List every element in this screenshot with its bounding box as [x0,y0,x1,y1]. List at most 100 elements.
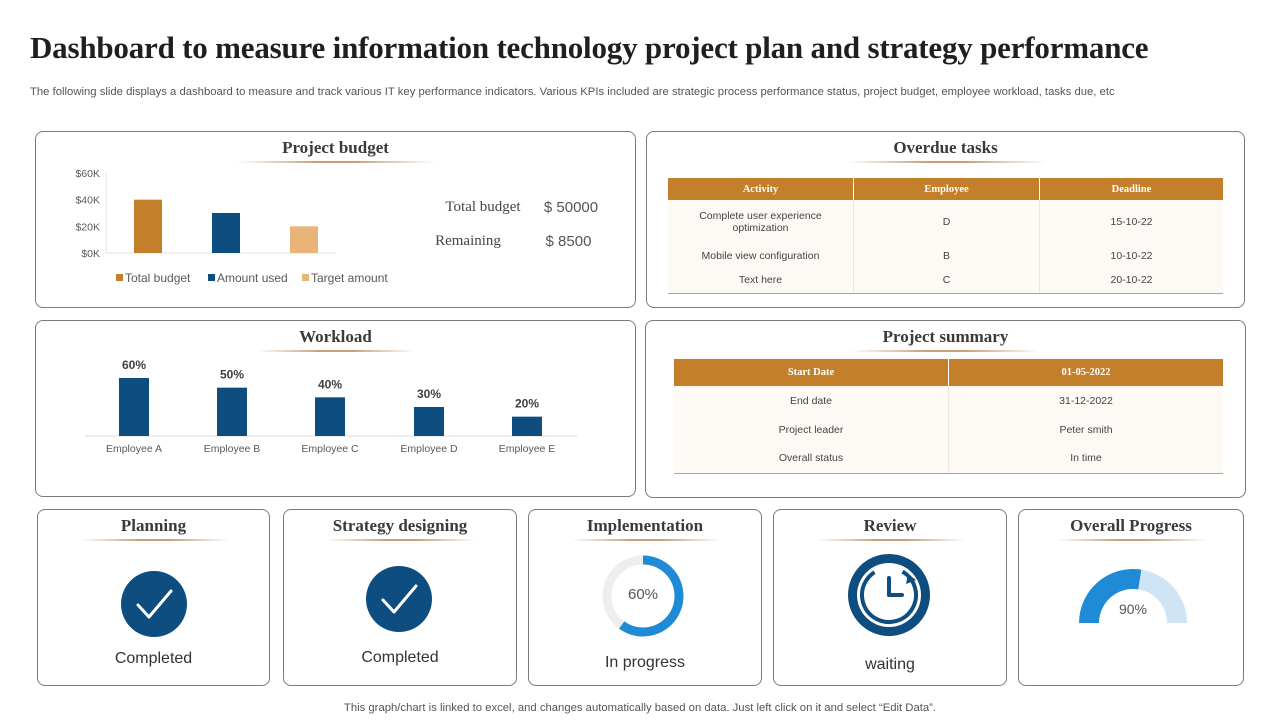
x-tick-label: Employee D [400,443,458,455]
table-cell: D [853,200,1040,244]
table-row: Complete user experience optimization D … [668,200,1223,244]
title-underline [847,161,1047,163]
implementation-progress-donut [602,555,684,637]
bar-employee-b[interactable] [217,387,247,436]
clock-icon [848,554,930,636]
budget-bar-chart[interactable]: $0K $20K $40K $60K Total budget Amount used Ta… [36,132,636,308]
bar-employee-d[interactable] [414,407,444,436]
project-summary-table: Start Date 01-05-2022 End date 31-12-202… [674,359,1223,474]
title-underline [236,161,436,163]
legend-swatch [302,274,309,281]
footer-note: This graph/chart is linked to excel, and… [343,702,937,714]
workload-bar-chart[interactable]: 60% Employee A 50% Employee B 40% Employee C 3… [36,321,636,497]
table-cell: Project leader [674,415,949,444]
card-title: Strategy designing [332,516,468,535]
remaining-label: Remaining [435,233,501,249]
card-title: Review [863,516,917,535]
title-underline [326,539,476,541]
x-tick-label: Employee A [106,443,162,455]
title-underline [256,350,416,352]
table-row: End date 31-12-2022 [674,386,1223,415]
table-cell: Text here [668,268,854,294]
data-label: 40% [318,377,342,391]
bar-target-amount[interactable] [290,226,318,253]
table-cell: Complete user experience optimization [668,200,854,244]
gauge-percent-label: 90% [1118,601,1148,617]
card-status: Completed [361,649,439,666]
project-budget-panel: Project budget $0K $20K $40K $60K Total budg… [35,131,636,308]
legend-label: Target amount [311,271,388,285]
project-summary-panel: Project summary Start Date 01-05-2022 En… [645,320,1246,498]
table-row: Project leader Peter smith [674,415,1223,444]
card-title: Overall Progress [1070,516,1192,535]
project-budget-title: Project budget [282,138,389,157]
implementation-card: Implementation 60% In progress [528,509,762,686]
column-header: Start Date [674,359,949,386]
table-cell: Overall status [674,444,949,474]
x-tick-label: Employee C [301,443,359,455]
table-cell: 15-10-22 [1039,200,1223,244]
check-circle-icon [366,566,432,632]
table-row: Overall status In time [674,444,1223,474]
gauge-filled-arc [1079,569,1142,623]
legend-label: Amount used [217,271,288,285]
card-status: waiting [865,656,915,673]
table-row: Mobile view configuration B 10-10-22 [668,244,1223,268]
table-cell: In time [948,444,1223,474]
y-tick-label: $20K [75,221,100,233]
review-card: Review waiting [773,509,1007,686]
bar-amount-used[interactable] [212,213,240,253]
x-tick-label: Employee E [499,443,556,455]
legend-label: Total budget [125,271,191,285]
legend-swatch [208,274,215,281]
table-row: Text here C 20-10-22 [668,268,1223,294]
card-title: Implementation [586,516,704,535]
total-budget-label: Total budget [445,199,521,215]
total-budget-value: $ 50000 [543,199,599,216]
card-title: Planning [120,516,187,535]
bar-employee-a[interactable] [119,378,149,436]
card-status: In progress [604,654,686,671]
y-tick-label: $0K [81,248,100,260]
title-underline [816,539,966,541]
title-underline [571,539,721,541]
strategy-designing-card: Strategy designing Completed [283,509,517,686]
page-subtitle: The following slide displays a dashboard… [30,86,1115,98]
bar-total-budget[interactable] [134,199,162,253]
workload-title: Workload [299,327,372,346]
y-tick-label: $60K [75,168,100,180]
table-cell: 10-10-22 [1039,244,1223,268]
table-cell: 31-12-2022 [948,386,1223,415]
project-summary-title: Project summary [882,327,1009,346]
overall-progress-gauge [1079,569,1187,623]
donut-progress-arc [602,555,684,637]
table-cell: End date [674,386,949,415]
bar-employee-c[interactable] [315,397,345,436]
card-status: Completed [114,650,193,667]
overall-progress-card: Overall Progress 90% [1018,509,1244,686]
page-title: Dashboard to measure information technol… [30,30,1149,65]
overdue-tasks-title: Overdue tasks [893,138,998,157]
column-header: Deadline [1039,178,1223,200]
gauge-remaining-arc [1138,569,1187,623]
overdue-tasks-panel: Overdue tasks Activity Employee Deadline… [646,131,1245,308]
table-header-row: Activity Employee Deadline [668,178,1223,200]
column-header: 01-05-2022 [948,359,1223,386]
column-header: Employee [853,178,1040,200]
y-tick-label: $40K [75,195,100,207]
legend-swatch [116,274,123,281]
title-underline [1057,539,1207,541]
x-tick-label: Employee B [204,443,261,455]
bar-employee-e[interactable] [512,416,542,436]
table-cell: 20-10-22 [1039,268,1223,294]
data-label: 20% [515,397,539,411]
title-underline [80,539,230,541]
data-label: 50% [220,368,244,382]
planning-card: Planning Completed [37,509,270,686]
overdue-tasks-table: Activity Employee Deadline Complete user… [668,178,1223,294]
workload-panel: Workload 60% Employee A 50% Employee B 40% Em… [35,320,636,497]
progress-percent-label: 60% [627,586,659,603]
data-label: 30% [417,387,441,401]
table-cell: Mobile view configuration [668,244,854,268]
data-label: 60% [122,358,146,372]
